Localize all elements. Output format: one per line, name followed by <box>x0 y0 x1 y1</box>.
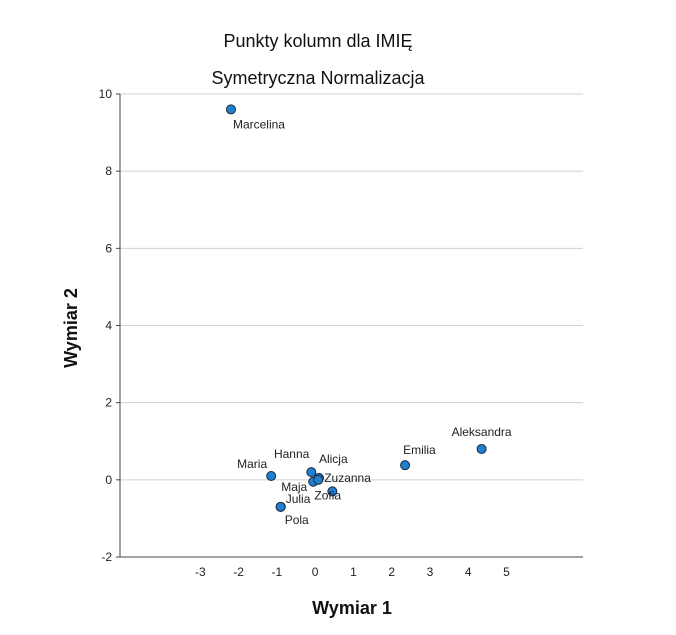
data-point-label: Julia <box>286 492 311 506</box>
x-tick-labels: -3 -2 -1 0 1 2 3 4 5 <box>195 565 510 579</box>
y-tick-label: -2 <box>101 550 112 564</box>
data-point-label: Zofia <box>314 488 341 502</box>
data-point-label: Alicja <box>319 452 348 466</box>
y-tick-label: 10 <box>99 87 113 101</box>
x-tick-label: 5 <box>503 565 510 579</box>
data-point <box>306 467 317 478</box>
data-point <box>275 501 286 512</box>
x-tick-label: 2 <box>388 565 395 579</box>
x-tick-label: 1 <box>350 565 357 579</box>
y-tick-label: 4 <box>105 319 112 333</box>
x-tick-label: -1 <box>272 565 283 579</box>
y-tick-label: 0 <box>105 473 112 487</box>
data-point-label: Pola <box>285 513 309 527</box>
x-tick-label: 0 <box>312 565 319 579</box>
data-point-label: Zuzanna <box>324 471 371 485</box>
data-point <box>266 470 277 481</box>
x-tick-label: 4 <box>465 565 472 579</box>
chart-title: Punkty kolumn dla IMIĘ <box>223 31 412 51</box>
axes <box>116 93 583 558</box>
data-point-label: Maria <box>237 457 267 471</box>
x-tick-label: -3 <box>195 565 206 579</box>
x-tick-label: -2 <box>233 565 244 579</box>
data-point <box>225 104 236 115</box>
data-point <box>476 443 487 454</box>
y-tick-label: 6 <box>105 241 112 255</box>
chart-subtitle: Symetryczna Normalizacja <box>211 68 425 88</box>
data-point-label: Emilia <box>403 443 436 457</box>
gridlines <box>120 93 583 481</box>
data-point <box>313 474 324 485</box>
data-point-label: Marcelina <box>233 117 285 131</box>
x-tick-label: 3 <box>427 565 434 579</box>
y-tick-label: 2 <box>105 396 112 410</box>
data-points <box>225 104 487 512</box>
x-axis-title: Wymiar 1 <box>312 598 392 618</box>
y-tick-label: 8 <box>105 164 112 178</box>
data-point-label: Aleksandra <box>452 425 512 439</box>
data-point-label: Hanna <box>274 447 310 461</box>
point-labels: Marcelina Aleksandra Emilia Maria Hanna Alicj… <box>233 117 512 526</box>
data-point <box>400 460 411 471</box>
data-point-label: Maja <box>281 480 307 494</box>
y-axis-title: Wymiar 2 <box>61 288 81 368</box>
data-point <box>327 486 338 497</box>
y-tick-labels: -2 0 2 4 6 8 10 <box>99 87 113 564</box>
